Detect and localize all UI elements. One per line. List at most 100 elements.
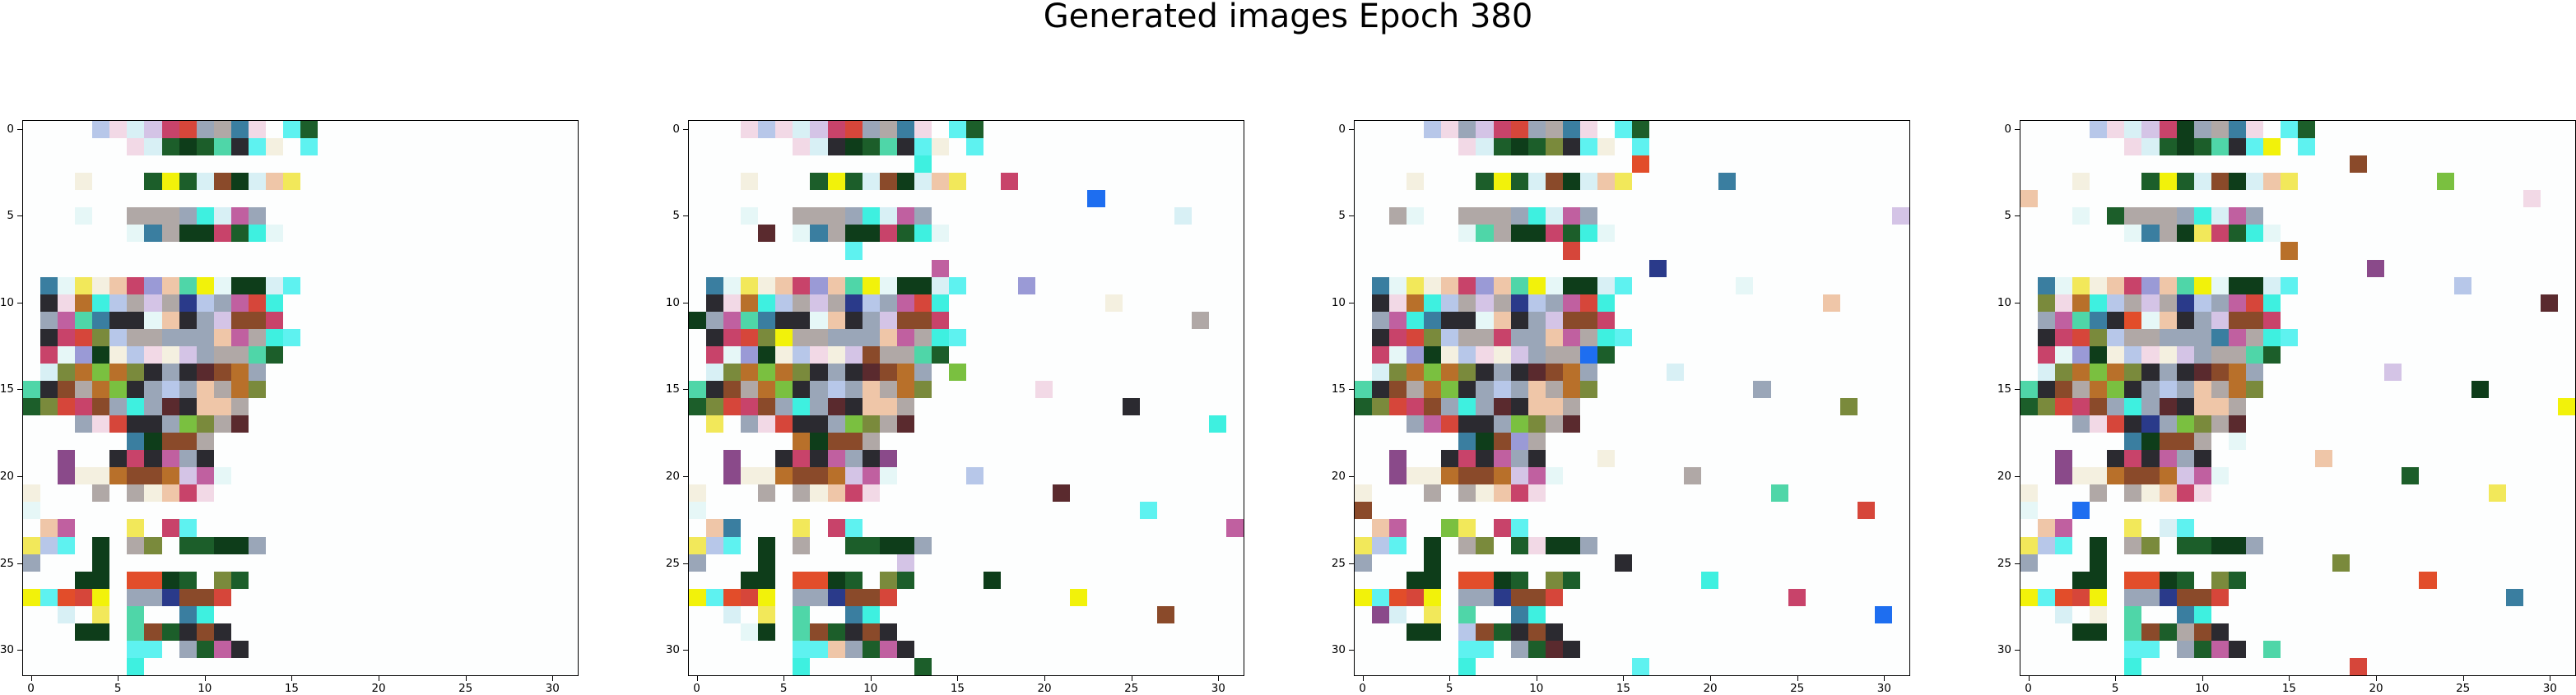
pixel-cell xyxy=(1424,277,1441,294)
pixel-cell xyxy=(2246,606,2263,623)
pixel-cell xyxy=(23,364,40,381)
pixel-cell xyxy=(40,173,58,190)
pixel-cell xyxy=(2229,450,2246,467)
pixel-cell xyxy=(92,173,109,190)
pixel-cell xyxy=(863,138,880,155)
pixel-cell xyxy=(1494,294,1511,312)
pixel-cell xyxy=(1528,207,1546,225)
pixel-cell xyxy=(845,381,863,398)
pixel-cell xyxy=(2454,277,2471,294)
pixel-cell xyxy=(127,658,144,675)
pixel-cell xyxy=(162,329,179,346)
pixel-cell xyxy=(1407,155,1424,173)
pixel-cell xyxy=(2229,173,2246,190)
pixel-cell xyxy=(1718,312,1736,329)
pixel-cell xyxy=(23,190,40,207)
pixel-cell xyxy=(2298,589,2315,606)
pixel-cell xyxy=(828,173,845,190)
pixel-cell xyxy=(1441,415,1458,433)
pixel-cell xyxy=(2072,450,2090,467)
pixel-cell xyxy=(1701,606,1718,623)
pixel-cell xyxy=(404,173,421,190)
pixel-cell xyxy=(1407,312,1424,329)
pixel-cell xyxy=(2124,467,2141,484)
pixel-cell xyxy=(1701,312,1718,329)
pixel-cell xyxy=(23,658,40,675)
pixel-cell xyxy=(2523,589,2541,606)
pixel-cell xyxy=(741,260,758,277)
pixel-cell xyxy=(197,658,214,675)
pixel-cell xyxy=(723,381,741,398)
pixel-cell xyxy=(2332,346,2350,364)
pixel-cell xyxy=(2384,415,2402,433)
pixel-cell xyxy=(2558,225,2575,242)
pixel-cell xyxy=(109,242,127,259)
pixel-cell xyxy=(1372,242,1389,259)
pixel-cell xyxy=(1823,225,1840,242)
pixel-cell xyxy=(1209,173,1226,190)
pixel-cell xyxy=(474,484,491,502)
pixel-cell xyxy=(2332,364,2350,381)
pixel-cell xyxy=(1736,364,1753,381)
pixel-cell xyxy=(197,502,214,519)
pixel-cell xyxy=(300,242,318,259)
pixel-cell xyxy=(1494,242,1511,259)
pixel-cell xyxy=(2177,623,2194,641)
pixel-cell xyxy=(300,589,318,606)
pixel-cell xyxy=(457,433,474,450)
pixel-cell xyxy=(2090,502,2107,519)
pixel-cell xyxy=(439,225,457,242)
pixel-cell xyxy=(2090,467,2107,484)
pixel-cell xyxy=(2177,537,2194,554)
pixel-cell xyxy=(793,433,810,450)
pixel-cell xyxy=(845,364,863,381)
pixel-cell xyxy=(2141,242,2159,259)
pixel-cell xyxy=(1546,242,1563,259)
pixel-cell xyxy=(1684,467,1701,484)
pixel-cell xyxy=(810,294,827,312)
pixel-cell xyxy=(949,467,966,484)
pixel-cell xyxy=(404,138,421,155)
pixel-cell xyxy=(404,467,421,484)
pixel-cell xyxy=(1632,554,1649,572)
pixel-cell xyxy=(404,606,421,623)
pixel-cell xyxy=(1001,606,1018,623)
pixel-cell xyxy=(1563,207,1580,225)
pixel-cell xyxy=(983,242,1001,259)
pixel-cell xyxy=(1858,346,1875,364)
pixel-cell xyxy=(1070,207,1087,225)
pixel-cell xyxy=(2332,450,2350,467)
pixel-cell xyxy=(1546,450,1563,467)
pixel-cell xyxy=(2229,381,2246,398)
pixel-cell xyxy=(689,554,706,572)
pixel-cell xyxy=(983,277,1001,294)
pixel-cell xyxy=(2038,519,2055,536)
pixel-cell xyxy=(421,467,439,484)
pixel-cell xyxy=(2107,606,2124,623)
x-tick-mark xyxy=(205,676,206,681)
pixel-cell xyxy=(387,346,404,364)
pixel-cell xyxy=(1875,364,1892,381)
pixel-cell xyxy=(1494,658,1511,675)
pixel-cell xyxy=(1476,294,1493,312)
pixel-cell xyxy=(1105,207,1123,225)
pixel-cell xyxy=(92,121,109,138)
pixel-cell xyxy=(863,260,880,277)
pixel-cell xyxy=(1546,329,1563,346)
pixel-cell xyxy=(214,641,231,658)
pixel-cell xyxy=(2541,537,2558,554)
pixel-cell xyxy=(23,329,40,346)
pixel-cell xyxy=(2541,190,2558,207)
pixel-cell xyxy=(2038,658,2055,675)
pixel-cell xyxy=(1070,312,1087,329)
pixel-cell xyxy=(231,641,249,658)
pixel-cell xyxy=(318,415,335,433)
pixel-cell xyxy=(1667,190,1684,207)
pixel-cell xyxy=(1441,519,1458,536)
pixel-cell xyxy=(127,502,144,519)
pixel-cell xyxy=(1546,121,1563,138)
pixel-cell xyxy=(1753,433,1770,450)
pixel-cell xyxy=(1858,467,1875,484)
pixel-cell xyxy=(1001,554,1018,572)
pixel-cell xyxy=(318,572,335,589)
